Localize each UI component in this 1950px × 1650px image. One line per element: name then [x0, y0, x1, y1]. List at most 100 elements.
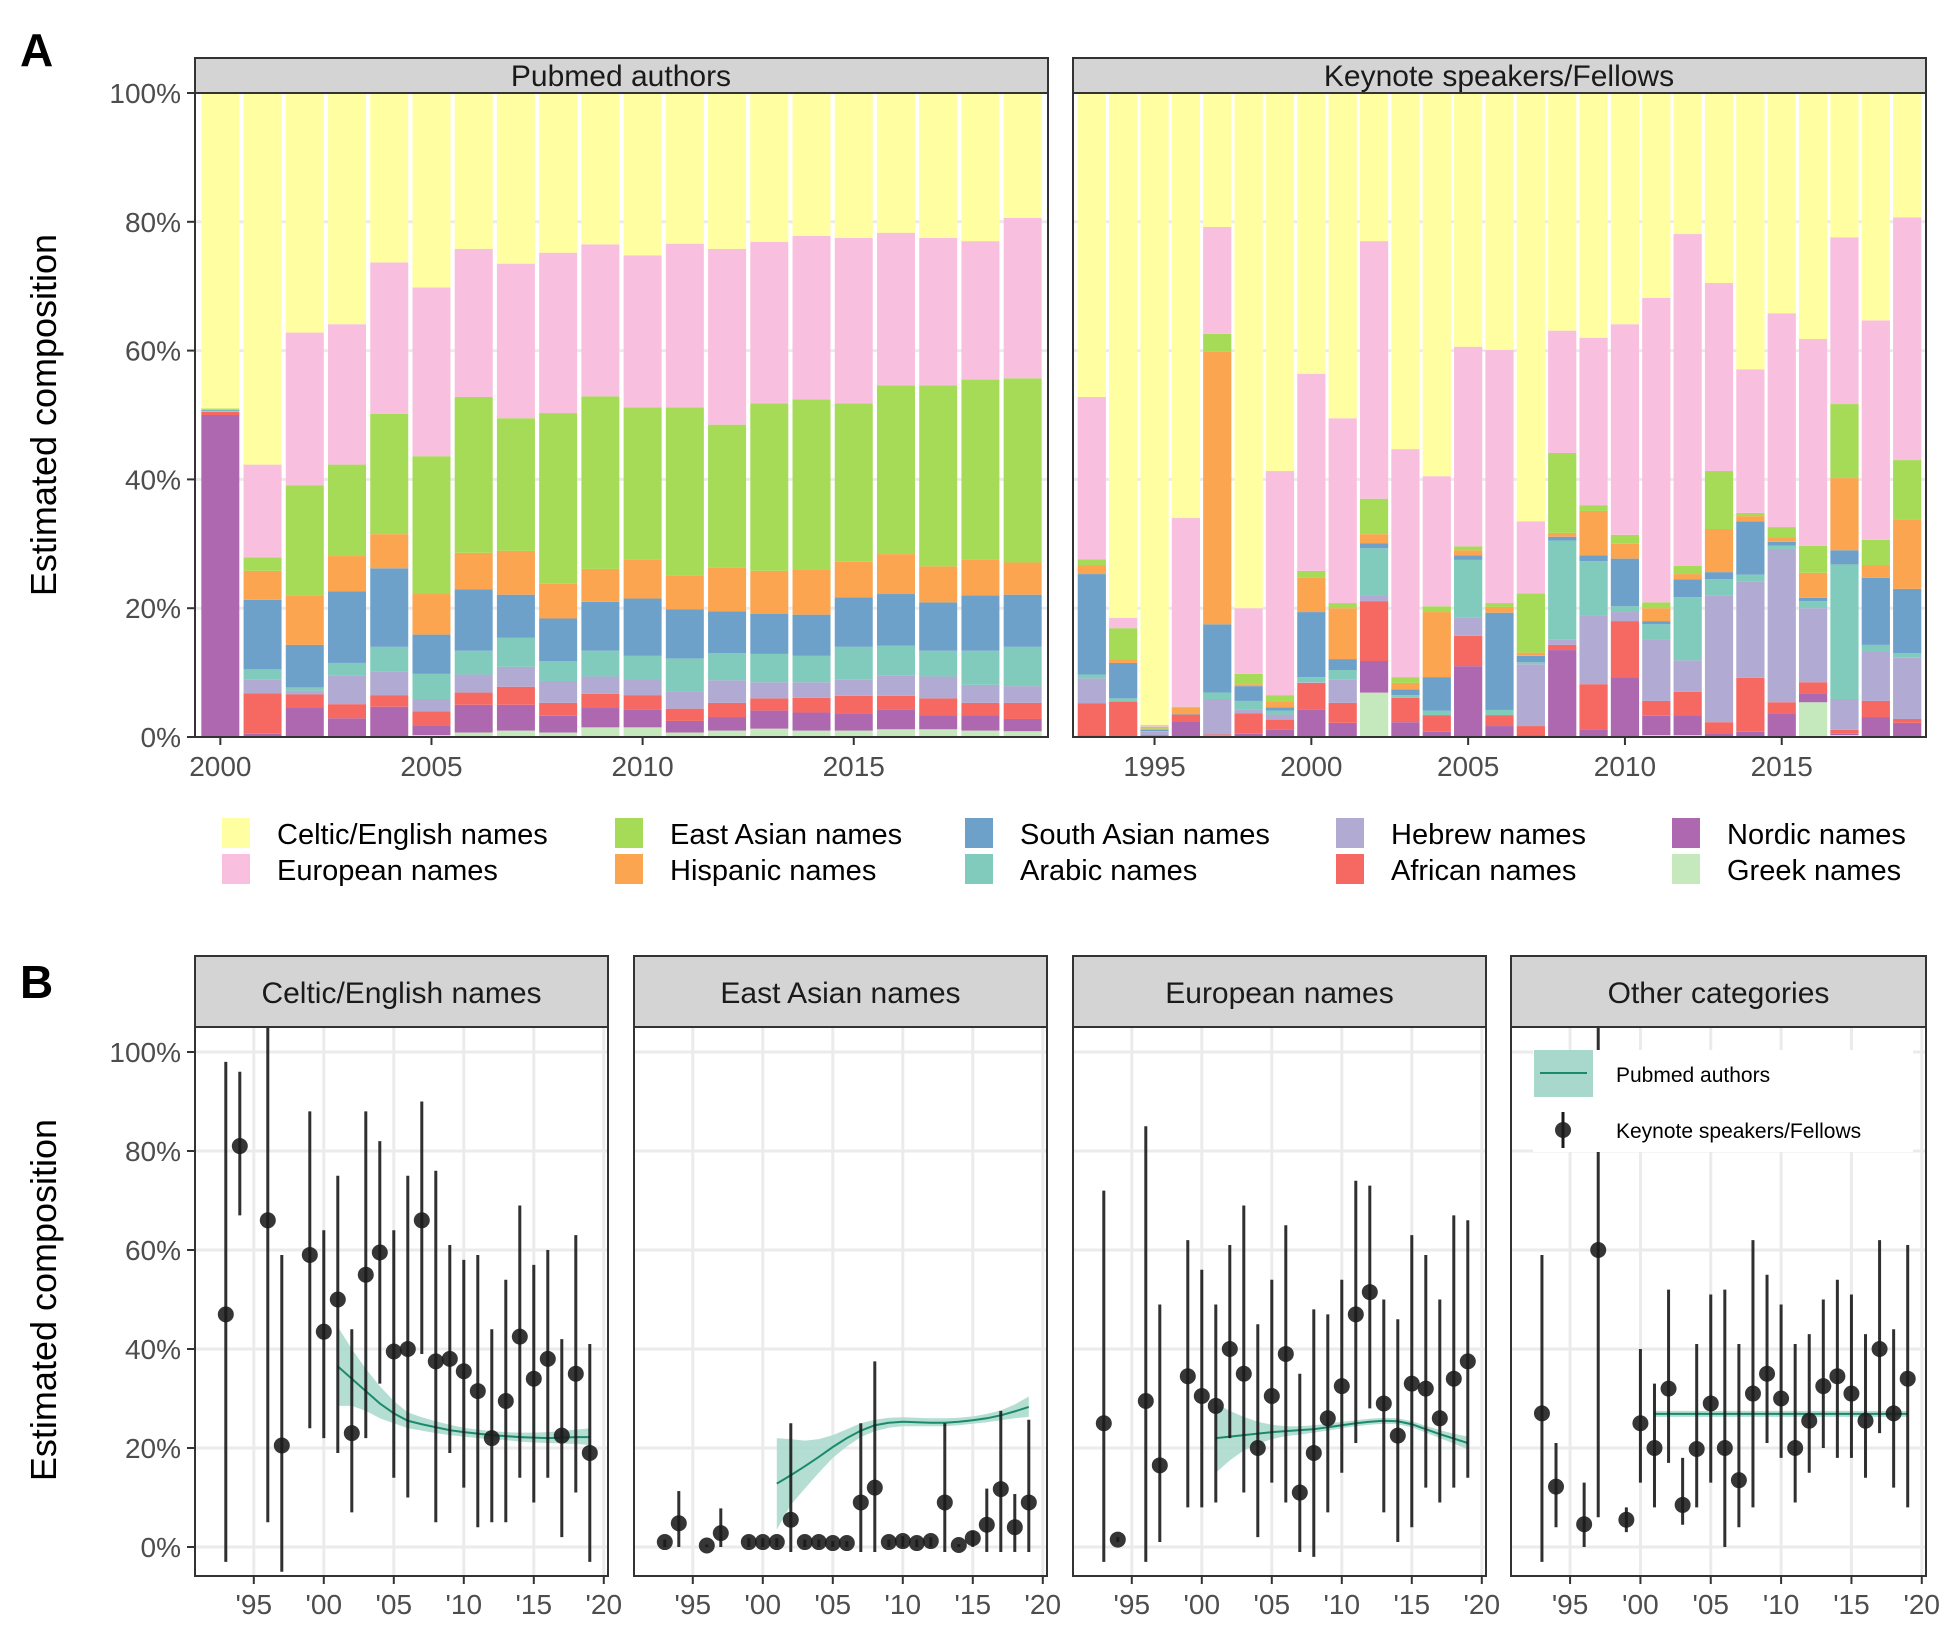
facet-strip — [633, 955, 1048, 1028]
bar-segment-south — [1579, 555, 1608, 562]
keynote-point — [553, 1427, 570, 1444]
bar-segment-african — [370, 695, 409, 707]
bar-segment-celtic-english — [581, 93, 620, 245]
bar-segment-south — [243, 599, 282, 670]
keynote-point — [301, 1246, 318, 1263]
bar-segment-hispanic — [1140, 728, 1169, 730]
bar-segment-european — [539, 252, 578, 414]
legend-swatch — [1336, 854, 1364, 884]
keynote-point — [1843, 1385, 1860, 1402]
keynote-point — [1207, 1397, 1224, 1414]
bar-segment-nordic — [665, 720, 704, 733]
bar-segment-celtic-english — [1579, 93, 1608, 338]
keynote-point-group — [1221, 1245, 1238, 1439]
x-tick-label: '05 — [376, 1589, 413, 1620]
keynote-point — [1548, 1478, 1565, 1495]
bar-segment-hispanic — [1391, 682, 1420, 690]
bar-segment-east — [1234, 673, 1263, 685]
bar-segment-nordic — [1171, 721, 1201, 737]
bar-segment-celtic-english — [708, 93, 747, 249]
bar-segment-arabic — [412, 673, 451, 700]
bar-segment-african — [1003, 702, 1042, 719]
bar-segment-arabic — [539, 661, 578, 681]
plot-area — [634, 1027, 1047, 1576]
keynote-point-group — [1815, 1299, 1832, 1448]
bar-segment-east — [1203, 333, 1232, 352]
facet-strip-label: Celtic/English names — [261, 977, 541, 1010]
bar-segment-celtic-english — [1673, 93, 1702, 235]
bar-segment-african — [1109, 701, 1138, 737]
bar-segment-greek — [539, 732, 578, 737]
bar-segment-african — [1516, 726, 1545, 736]
bar-segment-nordic — [201, 415, 240, 737]
keynote-point-group — [1193, 1269, 1210, 1508]
keynote-point-group — [1702, 1294, 1719, 1483]
bar-segment-greek — [623, 727, 662, 737]
facet-strip-label: Keynote speakers/Fellows — [1324, 60, 1674, 93]
keynote-point-group — [1006, 1494, 1023, 1552]
bar-segment-arabic — [1328, 670, 1357, 680]
bar-segment-south — [1297, 612, 1326, 678]
bar-segment-nordic — [623, 709, 662, 728]
keynote-point-group — [964, 1530, 981, 1547]
legend-item: South Asian names — [965, 818, 1270, 851]
bar-segment-african — [1328, 702, 1357, 723]
bar-segment-nordic — [285, 708, 324, 737]
x-tick-label: '15 — [1394, 1589, 1431, 1620]
bar-segment-east — [581, 396, 620, 569]
bar-segment-european — [1359, 241, 1389, 499]
bar-segment-greek — [496, 730, 535, 737]
bar-segment-east — [1297, 570, 1326, 578]
bar-segment-celtic-english — [961, 93, 1000, 242]
plot-area — [1073, 1027, 1486, 1576]
keynote-point-group — [1871, 1240, 1888, 1434]
plot-area — [195, 1027, 608, 1576]
keynote-point-group — [796, 1534, 813, 1551]
bar-segment-celtic-english — [1485, 93, 1514, 350]
x-tick-label: '95 — [675, 1589, 712, 1620]
bar-segment-celtic-english — [328, 93, 367, 325]
keynote-point — [1815, 1378, 1832, 1395]
keynote-point — [581, 1444, 598, 1461]
bar-segment-european — [1579, 337, 1608, 506]
legend-label: African names — [1391, 855, 1576, 887]
bar-segment-east — [412, 456, 451, 595]
bar-segment-african — [1767, 702, 1796, 714]
bar-segment-greek — [581, 727, 620, 737]
legend-item: East Asian names — [615, 818, 902, 851]
keynote-point-group — [1660, 1289, 1677, 1463]
bar-segment-east — [1171, 706, 1201, 708]
bar-segment-celtic-english — [285, 93, 324, 333]
bar-segment-european — [1642, 297, 1671, 603]
keynote-point-group — [1277, 1225, 1294, 1503]
bar-segment-arabic — [201, 410, 240, 412]
bar-segment-arabic — [1861, 644, 1890, 652]
bar-segment-east — [1265, 695, 1295, 702]
bar-segment-arabic — [285, 687, 324, 691]
bar-segment-hispanic — [1485, 606, 1514, 613]
x-tick-label: '20 — [1464, 1589, 1501, 1620]
plot-border — [633, 1026, 1048, 1577]
bar-segment-nordic — [243, 733, 282, 737]
bar-segment-african — [1830, 729, 1859, 734]
keynote-point — [469, 1383, 486, 1400]
keynote-point — [1389, 1427, 1406, 1444]
bar-segment-arabic — [1422, 710, 1451, 716]
legend-swatch — [222, 854, 250, 884]
bar-segment-hispanic — [1454, 550, 1483, 556]
bar-segment-south — [1454, 555, 1483, 560]
bar-segment-hispanic — [961, 559, 1000, 596]
plot-border — [194, 1026, 609, 1577]
bar-segment-nordic — [961, 715, 1000, 731]
keynote-point — [343, 1425, 360, 1442]
keynote-point — [441, 1350, 458, 1367]
bar-segment-south — [1003, 594, 1042, 647]
bar-segment-arabic — [1704, 579, 1734, 596]
keynote-point — [1773, 1390, 1790, 1407]
bar-segment-south — [708, 611, 747, 654]
pubmed-confidence-ribbon — [776, 1396, 1029, 1530]
bar-segment-arabic — [370, 646, 409, 672]
bar-segment-east — [1077, 559, 1106, 566]
bar-segment-hispanic — [1297, 577, 1326, 613]
keynote-point — [782, 1511, 799, 1528]
